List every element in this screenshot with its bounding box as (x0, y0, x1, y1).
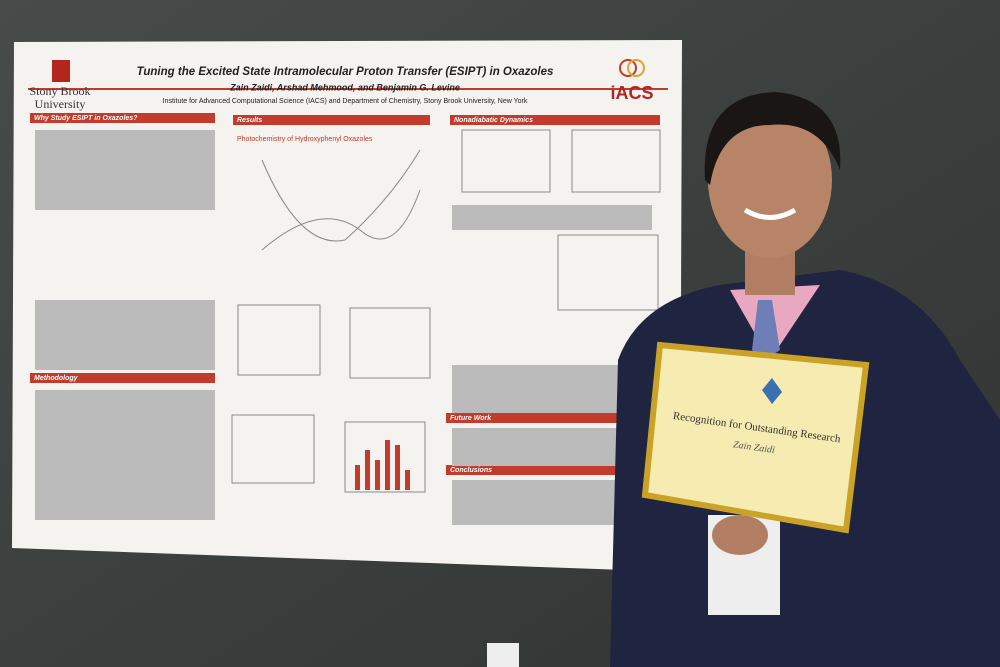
tie (752, 300, 780, 360)
text-block (35, 130, 215, 210)
section-heading: Why Study ESIPT in Oxazoles? (34, 115, 138, 122)
poster-authors: Zain Zaidi, Arshad Mehmood, and Benjamin… (229, 82, 460, 92)
section-heading: Future Work (450, 415, 492, 422)
plot (237, 304, 321, 376)
plot (557, 234, 659, 311)
poster-title: Tuning the Excited State Intramolecular … (137, 66, 554, 78)
bar-plot (355, 440, 410, 490)
smile (743, 207, 797, 220)
poster-sections: Why Study ESIPT in Oxazoles? Results Nonad… (30, 113, 660, 475)
hair (704, 92, 841, 185)
bar (385, 440, 390, 490)
section-heading: Nonadiabatic Dynamics (454, 117, 533, 124)
bar (375, 460, 380, 490)
bar (395, 445, 400, 490)
cup (487, 643, 519, 667)
plot (571, 129, 661, 193)
logo-text: Stony Brook (29, 84, 90, 98)
plot (461, 129, 551, 193)
iacs-icon (619, 59, 637, 77)
logo-text: University (35, 97, 86, 111)
certificate-emblem (762, 378, 782, 404)
university-shield (52, 60, 70, 82)
text-block (35, 300, 215, 370)
text-block (35, 390, 215, 520)
poster-subheading: Photochemistry of Hydroxyphenyl Oxazoles (237, 136, 373, 143)
face (708, 102, 832, 258)
bar (365, 450, 370, 490)
section-heading: Results (237, 117, 262, 124)
section-heading: Conclusions (450, 467, 492, 474)
section-bar (450, 115, 660, 125)
section-bar (446, 413, 654, 423)
bar (355, 465, 360, 490)
section-bar (30, 373, 215, 383)
text-block (452, 205, 652, 230)
logo-text: iACS (610, 83, 653, 103)
section-bar (446, 465, 654, 475)
energy-curve (261, 149, 421, 242)
poster-affiliation: Institute for Advanced Computational Sci… (163, 98, 528, 105)
hand (712, 515, 768, 555)
body-text (35, 130, 652, 525)
energy-curve (261, 189, 421, 251)
header-rule (28, 88, 668, 90)
section-bar (30, 113, 215, 123)
certificate (641, 341, 870, 534)
section-bar (233, 115, 430, 125)
poster-figures (231, 129, 661, 493)
iacs-icon (627, 59, 645, 77)
plot (231, 414, 315, 484)
section-heading: Methodology (34, 375, 79, 382)
bar (405, 470, 410, 490)
plot (344, 421, 426, 493)
plot (349, 307, 431, 379)
